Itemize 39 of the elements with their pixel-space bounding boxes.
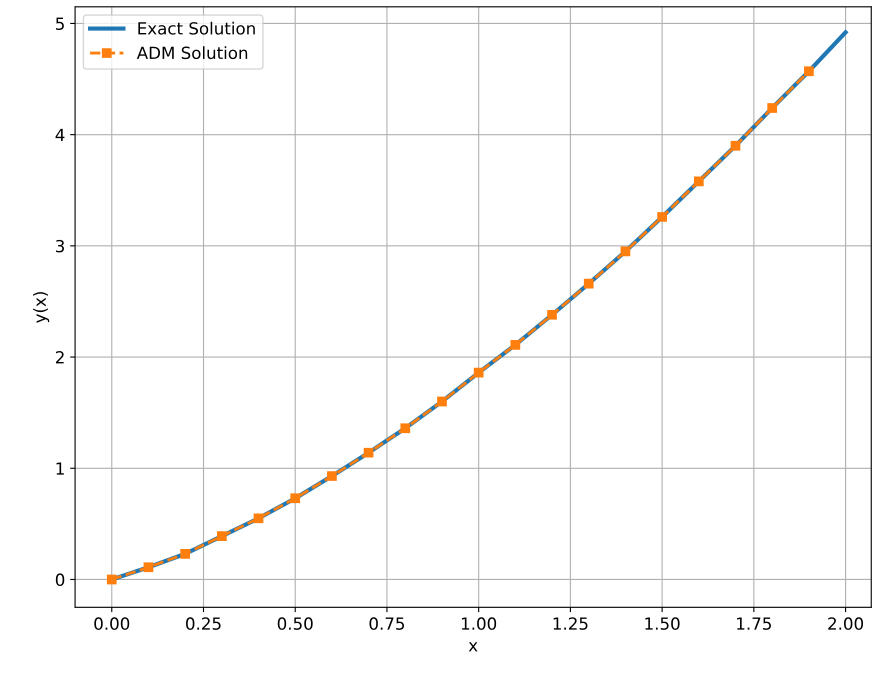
y-tick-label: 0 (56, 573, 64, 586)
point (510, 340, 520, 350)
point (144, 562, 154, 572)
x-tick-label: 0.25 (186, 617, 221, 630)
point (620, 246, 630, 256)
y-tick-label: 1 (56, 462, 64, 475)
point (584, 278, 594, 289)
legend-label: ADM Solution (136, 46, 248, 60)
point (327, 471, 337, 481)
point (106, 574, 117, 584)
point (730, 140, 740, 151)
x-tick-label: 0.00 (94, 617, 130, 630)
point (657, 212, 667, 222)
point (437, 396, 447, 406)
point (254, 513, 264, 524)
x-tick-label: 1.25 (554, 617, 588, 630)
y-tick-label: 2 (56, 351, 64, 364)
point (290, 493, 300, 504)
point (804, 66, 814, 76)
y-tick-label: 4 (56, 128, 64, 141)
point (180, 549, 190, 559)
y-tick-label: 3 (56, 240, 64, 252)
point (694, 176, 704, 186)
x-tick-label: 0.50 (278, 617, 313, 630)
point (400, 423, 410, 434)
point (547, 310, 557, 320)
x-tick-label: 0.75 (369, 617, 404, 630)
x-axis-title: x (468, 642, 478, 652)
point (767, 103, 778, 113)
point (364, 448, 374, 458)
x-tick-label: 2.00 (828, 617, 864, 630)
point (474, 368, 484, 378)
x-tick-label: 1.75 (737, 618, 771, 630)
x-tick-label: 1.00 (462, 617, 496, 630)
y-axis-title: y(x) (33, 292, 50, 323)
x-tick-label: 1.50 (645, 617, 680, 630)
point (216, 531, 227, 541)
y-tick-label: 5 (56, 18, 64, 30)
legend-label: Exact Solution (138, 22, 255, 35)
